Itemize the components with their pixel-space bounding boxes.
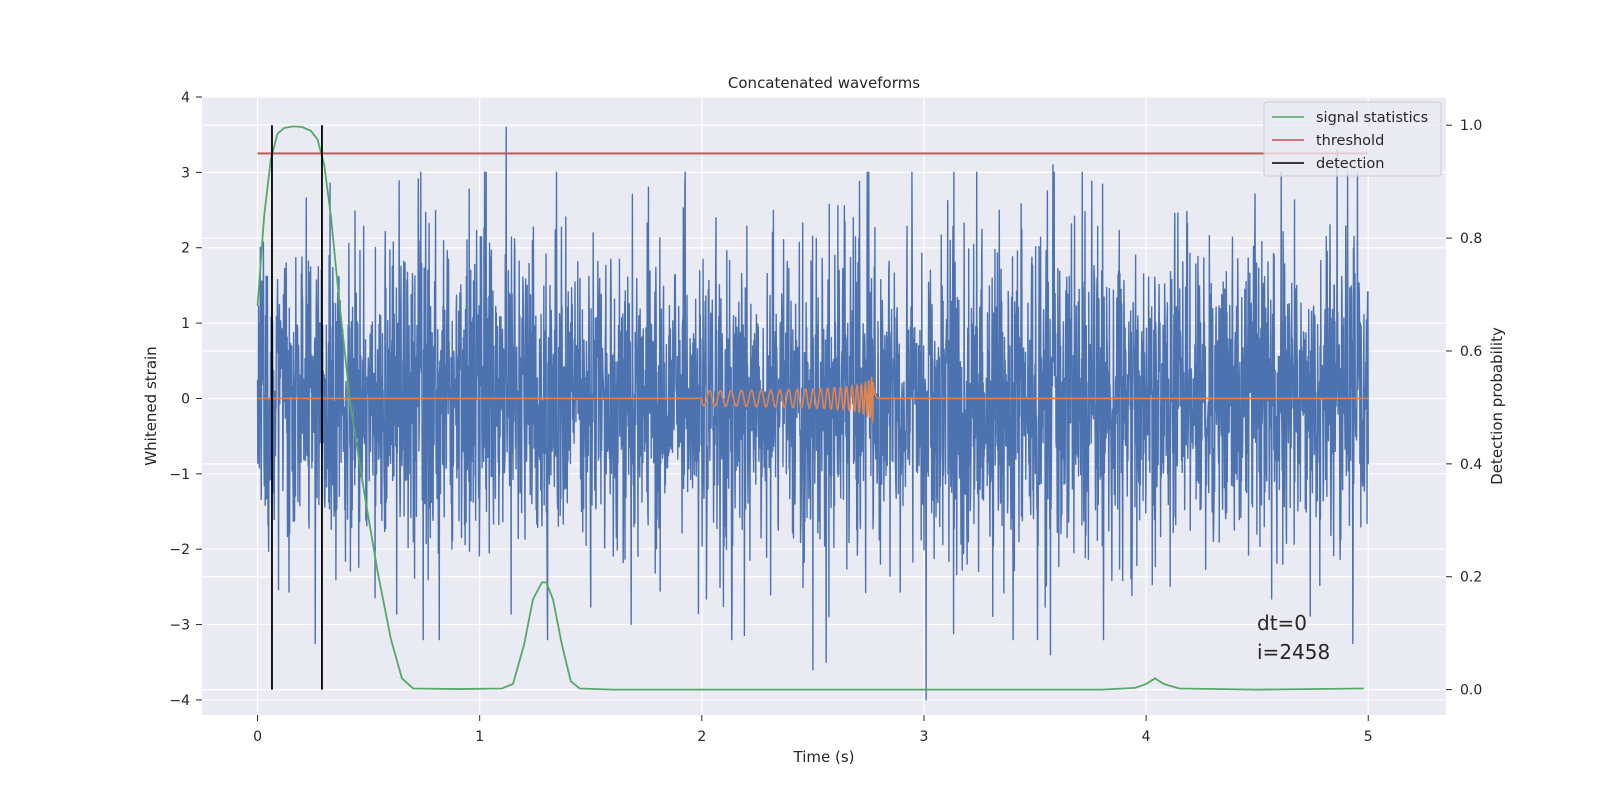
x-tick-label-4: 4	[1142, 729, 1151, 745]
legend-label-detection: detection	[1316, 156, 1384, 172]
legend-label-signal-statistics: signal statistics	[1316, 110, 1428, 126]
y-tick-label-1: −3	[169, 618, 190, 634]
legend: signal statistics threshold detection	[1263, 101, 1442, 177]
y-tick-label-6: 2	[181, 241, 190, 257]
y2-tick-label-3: 0.6	[1460, 344, 1482, 360]
strain-line	[256, 126, 1369, 701]
x-tick-label-0: 0	[253, 729, 262, 745]
y-tick-label-3: −1	[169, 467, 190, 483]
x-tick-label-5: 5	[1364, 729, 1373, 745]
x-axis-label: Time (s)	[793, 748, 855, 766]
ticks: 0 1 2 3 4 5 −4 −3 −2 −1 0 1 2 3 4 0.0 0.2 0.4 0.6 0.8 1.0	[169, 90, 1482, 745]
y-tick-label-4: 0	[181, 391, 190, 407]
y2-tick-label-1: 0.2	[1460, 570, 1482, 586]
y-tick-label-2: −2	[169, 542, 190, 558]
legend-label-threshold: threshold	[1316, 133, 1384, 149]
x-tick-label-1: 1	[475, 729, 484, 745]
y2-tick-label-4: 0.8	[1460, 231, 1482, 247]
annotation-index: i=2458	[1257, 640, 1330, 664]
y-tick-label-0: −4	[169, 693, 190, 709]
x-tick-label-3: 3	[920, 729, 929, 745]
y2-tick-label-0: 0.0	[1460, 683, 1482, 699]
injection-chirp-line	[257, 376, 1369, 424]
y-tick-label-5: 1	[181, 316, 190, 332]
chart-title: Concatenated waveforms	[728, 74, 920, 92]
y-tick-label-7: 3	[181, 165, 190, 181]
y2-tick-label-2: 0.4	[1460, 457, 1482, 473]
y-axis-label: Whitened strain	[142, 346, 160, 465]
legend-box	[1263, 101, 1442, 177]
x-tick-label-2: 2	[697, 729, 706, 745]
plot-area	[256, 125, 1369, 701]
annotation-dt: dt=0	[1257, 611, 1307, 635]
y2-tick-label-5: 1.0	[1460, 118, 1482, 134]
signal-statistics-line	[256, 125, 1364, 691]
y-tick-label-8: 4	[181, 90, 190, 106]
y2-axis-label: Detection probability	[1488, 327, 1506, 485]
